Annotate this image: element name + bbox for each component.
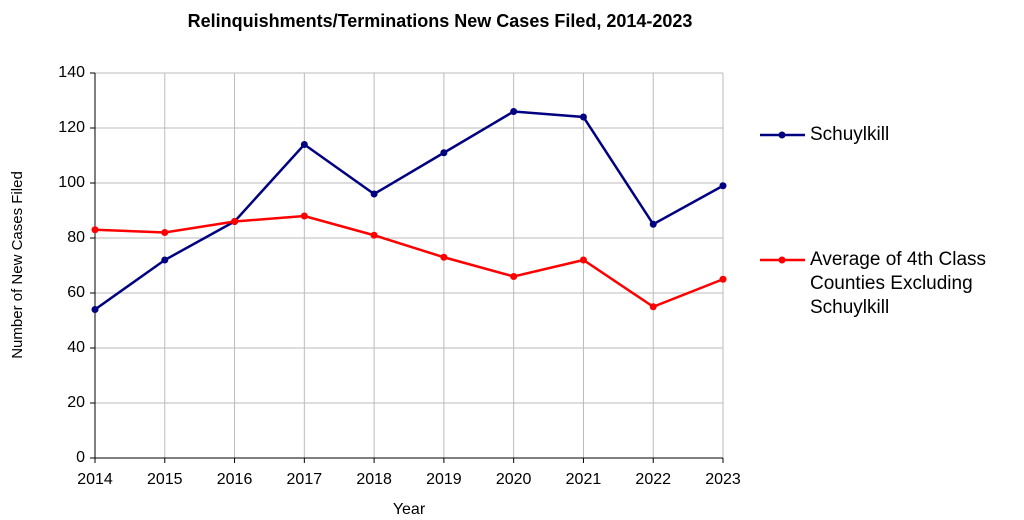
y-tick-label: 140 <box>58 64 85 81</box>
x-tick-label: 2022 <box>635 471 671 488</box>
y-tick-label: 80 <box>67 229 85 246</box>
data-point <box>649 303 657 311</box>
data-point <box>91 306 99 313</box>
data-point <box>649 220 657 228</box>
legend-marker <box>778 256 786 264</box>
data-point <box>510 273 518 280</box>
x-axis-label: Year <box>393 501 426 518</box>
data-point <box>161 229 169 236</box>
legend-marker <box>778 131 786 139</box>
legend-label: Average of 4th Class Counties Excluding … <box>810 249 987 318</box>
data-point <box>579 113 587 121</box>
y-tick-label: 100 <box>58 174 85 191</box>
y-tick-label: 60 <box>67 284 85 301</box>
y-tick-label: 120 <box>58 119 85 136</box>
data-point <box>719 182 727 190</box>
chart-title: Relinquishments/Terminations New Cases F… <box>188 11 693 31</box>
x-tick-label: 2014 <box>77 471 113 488</box>
data-point <box>579 256 587 264</box>
y-tick-label: 0 <box>76 449 85 466</box>
legend-label: Schuylkill <box>810 124 890 145</box>
x-tick-label: 2019 <box>426 471 462 488</box>
data-point <box>300 212 308 220</box>
x-tick-label: 2021 <box>566 471 602 488</box>
x-tick-label: 2017 <box>287 471 323 488</box>
data-point <box>161 256 169 264</box>
x-tick-label: 2023 <box>705 471 741 488</box>
data-point <box>510 108 518 115</box>
y-tick-label: 40 <box>67 339 85 356</box>
data-point <box>370 190 378 198</box>
y-tick-label: 20 <box>67 394 85 411</box>
x-tick-label: 2018 <box>356 471 392 488</box>
data-point <box>300 141 308 148</box>
series-line <box>94 214 724 309</box>
series-line <box>94 110 724 311</box>
data-point <box>91 226 99 234</box>
data-point <box>440 149 448 157</box>
y-axis-label: Number of New Cases Filed <box>9 171 26 359</box>
data-point <box>231 218 239 225</box>
x-tick-label: 2016 <box>217 471 253 488</box>
x-tick-label: 2020 <box>496 471 532 488</box>
data-point <box>719 275 727 283</box>
data-point <box>440 253 448 261</box>
data-point <box>370 231 378 239</box>
x-tick-label: 2015 <box>147 471 183 488</box>
